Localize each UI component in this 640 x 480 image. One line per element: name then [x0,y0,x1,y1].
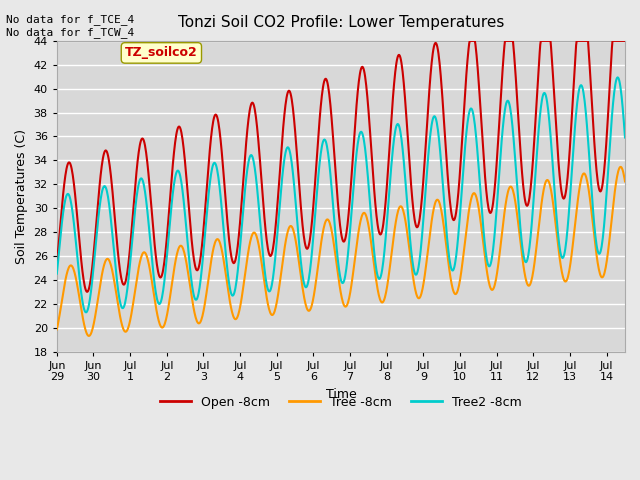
Y-axis label: Soil Temperatures (C): Soil Temperatures (C) [15,129,28,264]
Title: Tonzi Soil CO2 Profile: Lower Temperatures: Tonzi Soil CO2 Profile: Lower Temperatur… [178,15,504,30]
Text: No data for f_TCE_4
No data for f_TCW_4: No data for f_TCE_4 No data for f_TCW_4 [6,14,134,38]
X-axis label: Time: Time [326,388,356,401]
Text: TZ_soilco2: TZ_soilco2 [125,47,198,60]
Legend: Open -8cm, Tree -8cm, Tree2 -8cm: Open -8cm, Tree -8cm, Tree2 -8cm [155,391,527,414]
